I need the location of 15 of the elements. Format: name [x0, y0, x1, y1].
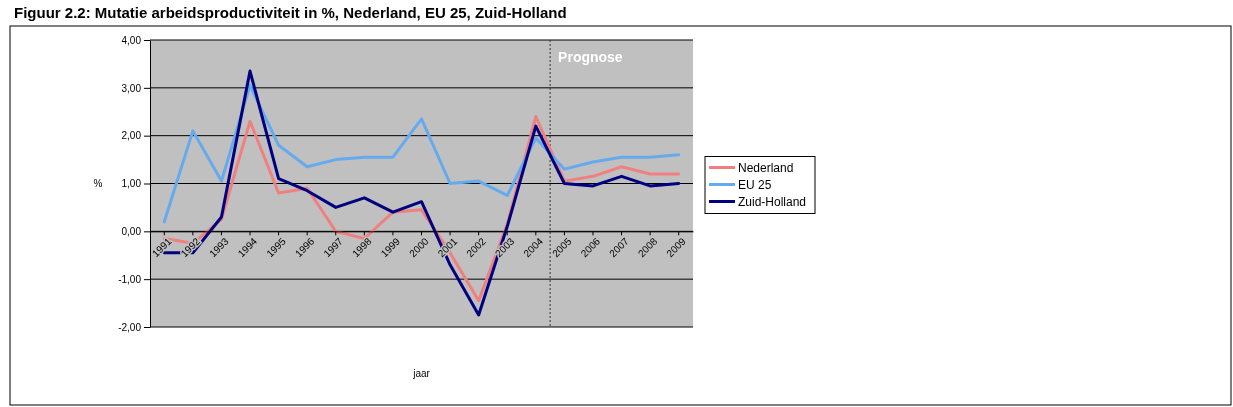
y-tick-label: 1,00: [121, 178, 142, 190]
x-axis-title: jaar: [412, 368, 431, 379]
ref-line-label: Prognose: [558, 49, 623, 65]
legend-label: Zuid-Holland: [738, 194, 807, 209]
y-tick-label: 2,00: [121, 130, 142, 142]
legend-label: EU 25: [738, 177, 772, 192]
line-series: [162, 83, 681, 224]
chart-title: Figuur 2.2: Mutatie arbeidsproductiviteit in %, Nederland, EU 25, Zuid-Holland: [14, 4, 567, 21]
y-tick-label: 4,00: [121, 34, 142, 46]
y-tick-label: -1,00: [118, 273, 142, 285]
y-axis-title: %: [93, 178, 103, 189]
y-tick-label: 0,00: [121, 226, 142, 238]
legend-label: Nederland: [738, 160, 794, 175]
y-tick-label: 3,00: [121, 82, 142, 94]
y-tick-label: -2,00: [118, 321, 142, 333]
